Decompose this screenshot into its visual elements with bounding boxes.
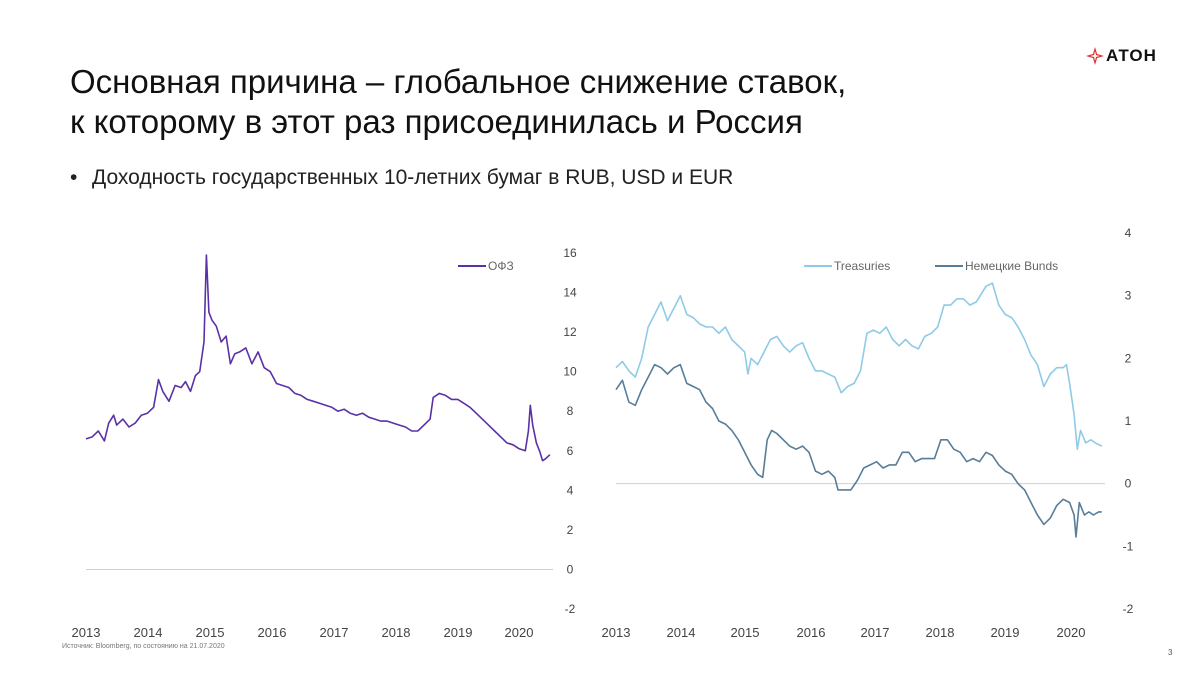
legend-label-1: Treasuries bbox=[834, 259, 890, 273]
x-tick-label: 2014 bbox=[134, 625, 163, 640]
legend-label-1: ОФЗ bbox=[488, 259, 514, 273]
x-tick-label: 2018 bbox=[926, 625, 955, 640]
x-tick-label: 2020 bbox=[1057, 625, 1086, 640]
y-tick-label: 10 bbox=[563, 365, 577, 379]
y-tick-label: 2 bbox=[1125, 351, 1132, 365]
y-tick-label: 16 bbox=[563, 246, 577, 260]
bullet-dot-icon: • bbox=[70, 166, 78, 189]
x-tick-label: 2019 bbox=[444, 625, 473, 640]
y-tick-label: 8 bbox=[567, 404, 574, 418]
source-note: Источник: Bloomberg, по состоянию на 21.… bbox=[62, 643, 225, 650]
x-tick-label: 2016 bbox=[797, 625, 826, 640]
y-tick-label: 4 bbox=[1125, 226, 1132, 240]
y-tick-label: -1 bbox=[1123, 539, 1134, 553]
series-line-1 bbox=[615, 282, 1103, 450]
aton-logo-icon bbox=[1086, 47, 1104, 65]
slide-title: Основная причина – глобальное снижение с… bbox=[70, 62, 970, 142]
title-line-2: к которому в этот раз присоединилась и Р… bbox=[70, 103, 803, 140]
logo-text: АТОН bbox=[1106, 46, 1157, 65]
y-tick-label: 14 bbox=[563, 286, 577, 300]
aton-logo: АТОН bbox=[1086, 40, 1157, 72]
bullet-item: • Доходность государственных 10-летних бу… bbox=[70, 166, 733, 190]
x-tick-label: 2014 bbox=[667, 625, 696, 640]
y-tick-label: 4 bbox=[567, 483, 574, 497]
y-tick-label: 12 bbox=[563, 325, 577, 339]
y-tick-label: 3 bbox=[1125, 289, 1132, 303]
x-tick-label: 2015 bbox=[196, 625, 225, 640]
y-tick-label: 6 bbox=[567, 444, 574, 458]
series-line-2 bbox=[615, 363, 1102, 538]
page-number: 3 bbox=[1168, 648, 1173, 657]
x-tick-label: 2015 bbox=[731, 625, 760, 640]
y-tick-label: 0 bbox=[1125, 477, 1132, 491]
x-tick-label: 2017 bbox=[861, 625, 890, 640]
y-tick-label: 1 bbox=[1125, 414, 1132, 428]
x-tick-label: 2017 bbox=[320, 625, 349, 640]
y-tick-label: -2 bbox=[1123, 602, 1134, 616]
x-tick-label: 2016 bbox=[258, 625, 287, 640]
x-tick-label: 2019 bbox=[991, 625, 1020, 640]
bullet-text: Доходность государственных 10-летних бум… bbox=[92, 166, 734, 189]
series-line-1 bbox=[85, 254, 551, 462]
y-tick-label: -2 bbox=[565, 602, 576, 616]
y-tick-label: 0 bbox=[567, 562, 574, 576]
x-tick-label: 2018 bbox=[382, 625, 411, 640]
title-line-1: Основная причина – глобальное снижение с… bbox=[70, 63, 847, 100]
legend-label-2: Немецкие Bunds bbox=[965, 259, 1058, 273]
y-tick-label: 2 bbox=[567, 523, 574, 537]
x-tick-label: 2020 bbox=[505, 625, 534, 640]
x-tick-label: 2013 bbox=[72, 625, 101, 640]
x-tick-label: 2013 bbox=[602, 625, 631, 640]
